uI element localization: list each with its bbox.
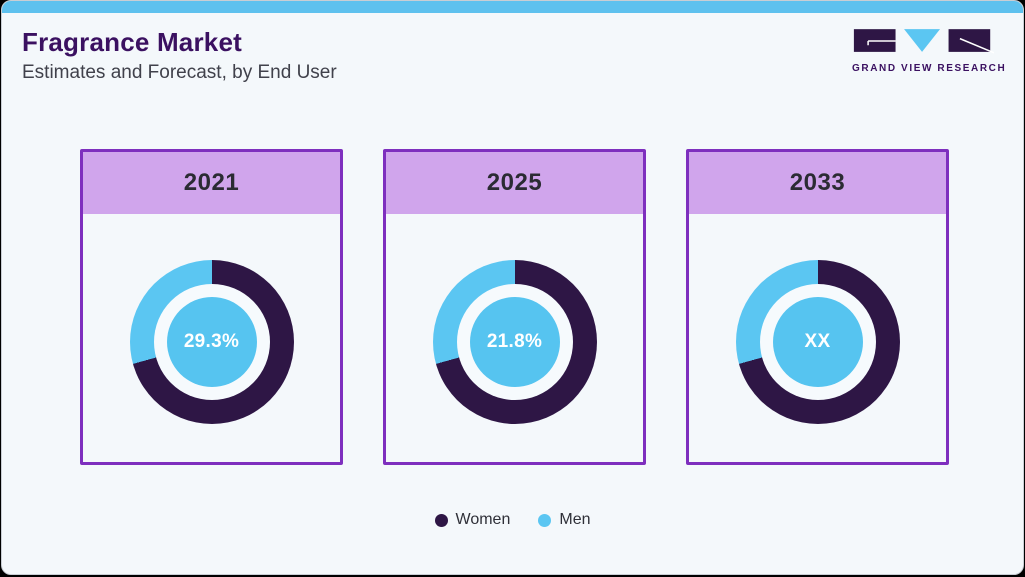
donut-chart-2021: 29.3% (129, 260, 294, 424)
card-2033: 2033 XX (686, 149, 949, 465)
title-block: Fragrance Market Estimates and Forecast,… (22, 27, 337, 84)
donut-chart-2025: 21.8% (432, 260, 597, 424)
card-2021-body: 29.3% (83, 214, 340, 462)
donut-center-value-2033: XX (772, 297, 863, 387)
card-2025-body: 21.8% (386, 214, 643, 462)
card-2025: 2025 21.8% (383, 149, 646, 465)
card-2033-header: 2033 (689, 152, 946, 214)
logo-wordmark: GRAND VIEW RESEARCH (852, 63, 1007, 74)
men-legend-dot-icon (538, 513, 552, 527)
donut-hole: 21.8% (456, 284, 573, 400)
card-2025-year-label: 2025 (486, 169, 543, 196)
top-accent-bar (2, 1, 1023, 13)
legend-label-men: Men (559, 511, 591, 528)
legend-label-women: Women (455, 511, 511, 528)
gvr-logo-icon (853, 29, 995, 54)
legend-item-women: Women (434, 511, 511, 529)
women-legend-dot-icon (434, 513, 448, 527)
chart-legend: Women Men (2, 511, 1023, 529)
donut-center-value-2025: 21.8% (469, 297, 560, 387)
card-2033-year-label: 2033 (789, 169, 846, 196)
page-subtitle: Estimates and Forecast, by End User (22, 61, 337, 83)
donut-hole: 29.3% (153, 284, 270, 400)
grand-view-research-logo: GRAND VIEW RESEARCH (852, 28, 1007, 74)
card-2021: 2021 29.3% (80, 149, 343, 465)
year-cards-row: 2021 29.3% 2025 21.8% (80, 149, 949, 465)
donut-center-value-2021: 29.3% (166, 297, 257, 387)
donut-chart-2033: XX (735, 260, 900, 424)
donut-hole: XX (759, 284, 876, 400)
card-2021-year-label: 2021 (183, 169, 240, 196)
card-2033-body: XX (689, 214, 946, 462)
card-2025-header: 2025 (386, 152, 643, 214)
legend-item-men: Men (538, 511, 590, 529)
page-title: Fragrance Market (22, 27, 242, 57)
card-2021-header: 2021 (83, 152, 340, 214)
